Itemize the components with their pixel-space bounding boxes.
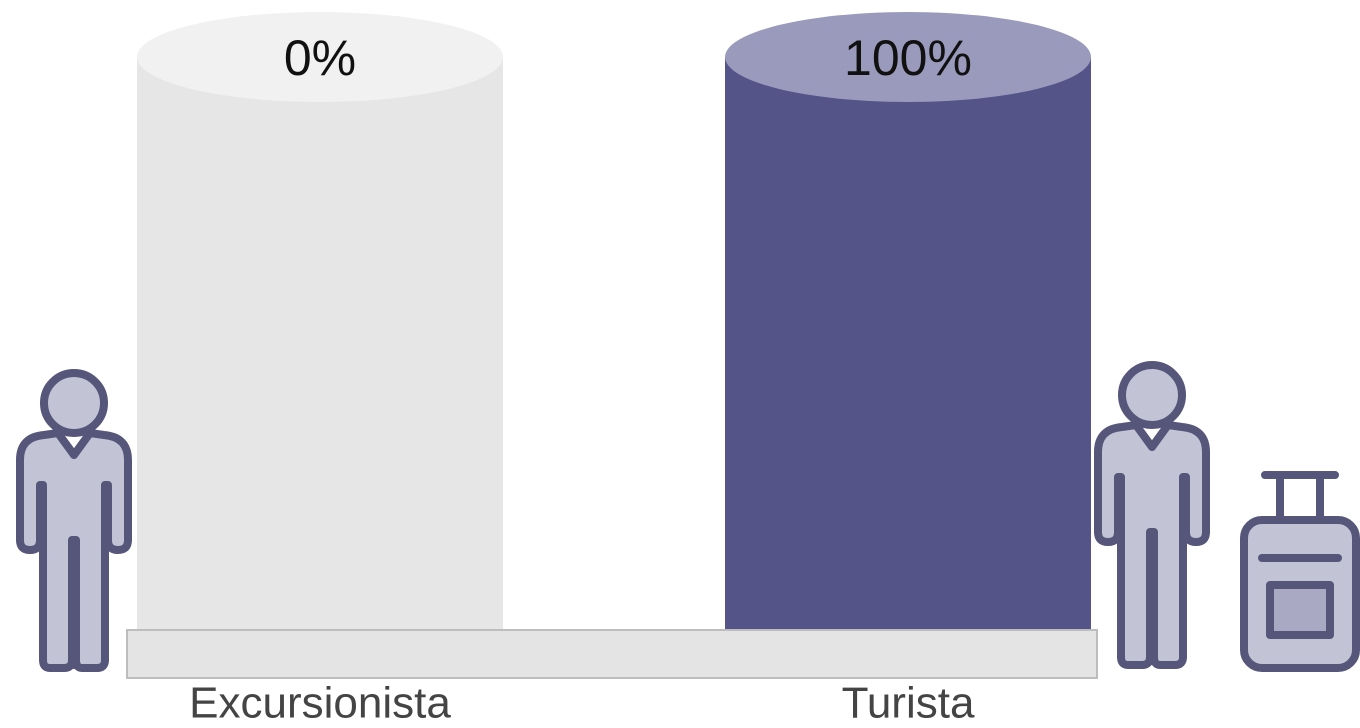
value-label: 0% [284, 30, 356, 86]
person-icon [16, 369, 132, 672]
cylinder-fill-top [725, 12, 1091, 102]
cylinder-fill [725, 57, 1091, 632]
cylinders [137, 12, 1091, 632]
category-label: Turista [842, 679, 975, 728]
base-platform [126, 629, 1098, 679]
person-icon [1094, 361, 1210, 669]
cylinder-track [137, 57, 503, 632]
category-label: Excursionista [189, 679, 451, 728]
suitcase-icon [1240, 471, 1360, 672]
cylinder-track-top [137, 12, 503, 102]
value-label: 100% [844, 30, 972, 86]
